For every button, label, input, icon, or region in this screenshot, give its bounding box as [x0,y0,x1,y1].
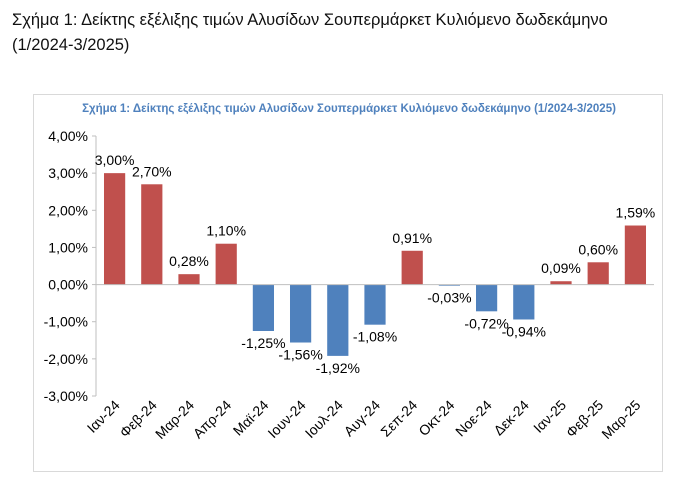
data-label: 2,70% [132,163,172,179]
bar [215,243,237,285]
data-labels: 3,00%2,70% 0,28% 1,10% -1,25%-1,56%-1,92% -1… [95,152,656,376]
bar [141,184,163,285]
data-label: -1,92% [316,360,360,376]
bar [178,274,200,285]
data-label: 0,09% [541,260,581,276]
y-tick-label: -3,00% [44,388,88,404]
bar [550,281,572,285]
data-label: -1,25% [241,335,285,351]
bar-chart: Σχήμα 1: Δείκτης εξέλιξης τιμών Αλυσίδων… [44,103,656,442]
y-tick-label: 1,00% [48,239,88,255]
data-label: 0,28% [169,253,209,269]
bar [289,284,312,343]
y-tick-label: 2,00% [48,202,88,218]
bar [364,284,386,325]
x-tick-label: Φεβ-24 [116,397,160,441]
data-label: -0,72% [464,315,508,331]
bar [327,284,349,356]
y-tick-label: 4,00% [48,128,88,144]
x-tick-label: Φεβ-25 [563,397,607,441]
y-axis: 4,00% 3,00% 2,00% 1,00% 0,00% -1,00% -2,00% -3,… [44,128,97,404]
x-tick-label: Ιουν-24 [264,397,308,441]
data-label: 0,60% [578,241,618,257]
y-tick-label: -1,00% [44,314,88,330]
x-tick-label: Ιουλ-24 [302,397,346,441]
data-label: 0,91% [392,230,432,246]
bar [252,284,275,331]
y-tick-label: -2,00% [44,351,88,367]
x-tick-label: Δεκ-24 [490,397,532,439]
x-tick-label: Απρ-24 [190,397,235,442]
y-tick-label: 0,00% [48,277,88,293]
x-tick-label: Μαϊ-24 [230,397,272,439]
x-tick-label: Μαρ-24 [152,397,197,442]
data-label: -0,03% [427,290,471,306]
data-label: -0,94% [502,323,546,339]
bar [624,225,647,285]
bar [103,173,126,285]
bar [438,284,461,286]
bar [587,262,609,285]
x-tick-label: Αυγ-24 [341,397,384,440]
bars [103,173,647,356]
x-tick-label: Μαρ-25 [598,397,643,442]
chart-title: Σχήμα 1: Δείκτης εξέλιξης τιμών Αλυσίδων… [82,103,616,115]
bar [475,284,498,312]
data-label: 1,10% [206,223,246,239]
data-label: 1,59% [616,205,656,221]
bar [401,250,423,285]
data-label: 3,00% [95,152,135,168]
figure-caption: Σχήμα 1: Δείκτης εξέλιξης τιμών Αλυσίδων… [12,11,608,54]
x-tick-label: Νοε-24 [452,397,495,440]
x-tick-label: Σεπ-24 [377,397,420,440]
chart-area: Σχήμα 1: Δείκτης εξέλιξης τιμών Αλυσίδων… [33,94,663,472]
x-tick-label: Οκτ-24 [415,397,457,439]
data-label: -1,08% [353,329,397,345]
data-label: -1,56% [278,347,322,363]
y-tick-label: 3,00% [48,165,88,181]
bar [513,284,535,320]
